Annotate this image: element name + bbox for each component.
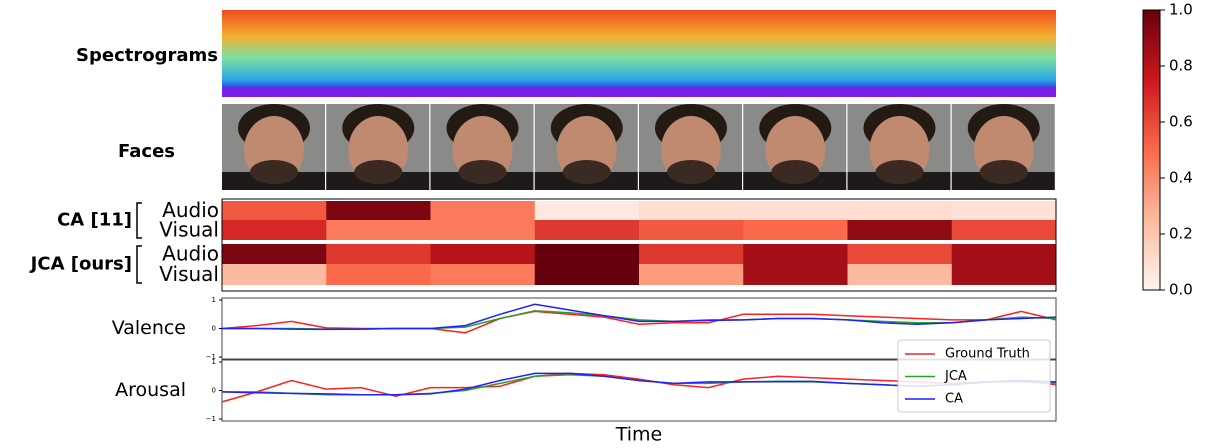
series-line — [222, 303, 1057, 331]
heat-cell — [534, 220, 640, 240]
heat-cell — [639, 201, 744, 220]
group-label: JCA [ours] — [29, 254, 132, 275]
y-axis-label: Arousal — [115, 379, 186, 401]
row-label: Visual — [159, 218, 219, 242]
heat-cell — [222, 220, 327, 240]
colorbar — [1142, 9, 1161, 291]
series-line — [222, 310, 1057, 330]
y-tick-label: 1 — [212, 296, 216, 304]
row-label: Audio — [162, 242, 219, 266]
heat-cell — [430, 264, 536, 285]
row-label: Audio — [162, 198, 219, 222]
heat-cell — [430, 244, 536, 264]
y-tick-label: 0 — [212, 325, 216, 333]
heat-cell — [847, 244, 953, 264]
heat-cell — [743, 244, 848, 264]
y-tick-label: 0 — [212, 387, 216, 395]
y-tick-label: −1 — [206, 415, 216, 423]
heat-cell — [847, 220, 953, 240]
colorbar-tick-label: 0.6 — [1169, 113, 1193, 131]
heat-cell — [847, 201, 953, 220]
heat-cell — [326, 264, 431, 285]
x-axis-label: Time — [615, 424, 663, 446]
heat-cell — [639, 244, 744, 264]
beard — [771, 160, 820, 184]
y-tick-label: 1 — [212, 358, 216, 366]
heat-cell — [951, 244, 1057, 264]
beard — [250, 160, 298, 184]
colorbar-tick-label: 0.4 — [1169, 169, 1193, 187]
colorbar-tick-label: 0.2 — [1169, 225, 1193, 243]
panel-label: Faces — [118, 141, 175, 162]
heat-cell — [847, 264, 953, 285]
spectrogram — [222, 10, 1056, 97]
beard — [562, 160, 611, 184]
heat-cell — [222, 264, 327, 285]
heat-cell — [534, 264, 640, 285]
beard — [354, 160, 403, 184]
heat-cell — [743, 201, 848, 220]
colorbar-tick-label: 0.8 — [1169, 57, 1193, 75]
heat-cell — [743, 220, 848, 240]
legend-box — [897, 339, 1051, 413]
bracket — [136, 245, 142, 284]
legend-label: Ground Truth — [945, 347, 1030, 362]
y-axis-label: Valence — [112, 317, 186, 339]
beard — [667, 160, 715, 184]
heat-cell — [951, 220, 1057, 240]
heat-cell — [639, 264, 744, 285]
heat-cell — [639, 220, 744, 240]
heat-cell — [326, 201, 431, 220]
heat-cell — [326, 244, 431, 264]
heat-cell — [534, 201, 640, 220]
heat-cell — [222, 201, 327, 220]
heat-cell — [951, 201, 1057, 220]
beard — [458, 160, 507, 184]
bracket — [136, 202, 142, 239]
panel-label: Spectrograms — [76, 45, 218, 66]
colorbar-tick-label: 1.0 — [1169, 1, 1193, 19]
heat-cell — [534, 244, 640, 264]
heat-cell — [743, 264, 848, 285]
group-label: CA [11] — [57, 210, 132, 231]
heat-cell — [430, 220, 536, 240]
heat-cell — [222, 244, 327, 264]
heat-cell — [326, 220, 431, 240]
colorbar-tick-label: 0.0 — [1169, 281, 1193, 299]
heatmap-frame — [221, 198, 1057, 292]
beard — [979, 160, 1028, 184]
heat-cell — [430, 201, 536, 220]
face-strip — [222, 104, 1055, 190]
legend-label: CA — [945, 392, 963, 407]
heat-cell — [951, 264, 1057, 285]
legend-label: JCA — [944, 369, 967, 384]
y-tick-label: −1 — [206, 353, 216, 361]
row-label: Visual — [159, 262, 219, 286]
beard — [875, 160, 924, 184]
